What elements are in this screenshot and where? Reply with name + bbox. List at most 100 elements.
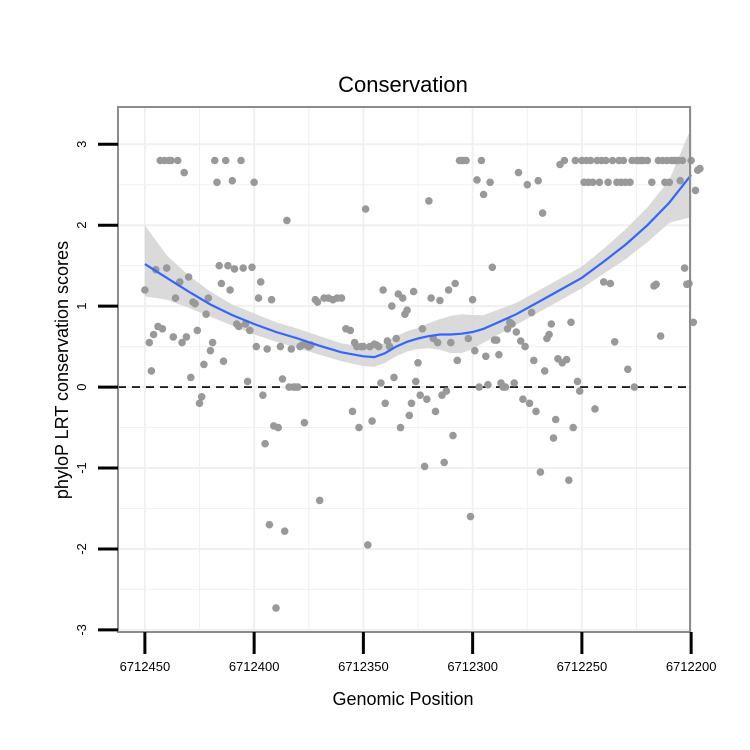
data-point (527, 308, 536, 317)
data-point (569, 423, 577, 432)
chart-title: Conservation (338, 72, 468, 97)
data-point (283, 216, 291, 225)
data-point (239, 264, 247, 272)
data-point (409, 287, 418, 296)
data-point (228, 176, 237, 185)
data-point (477, 156, 486, 165)
data-point (610, 338, 619, 346)
data-point (276, 342, 285, 351)
data-point (206, 346, 215, 355)
data-point (648, 178, 656, 187)
data-point (604, 178, 612, 187)
data-point (468, 295, 477, 304)
data-point (540, 367, 549, 375)
data-point (586, 156, 595, 165)
data-point (431, 407, 440, 416)
data-point (442, 387, 451, 395)
data-point (503, 325, 512, 333)
data-point (361, 205, 370, 213)
data-point (237, 156, 245, 165)
data-point (545, 330, 553, 339)
data-point (171, 294, 180, 302)
data-point (195, 399, 204, 408)
data-point (606, 279, 615, 288)
data-point (689, 318, 698, 327)
data-point (208, 338, 217, 347)
data-point (427, 294, 435, 302)
data-point (226, 286, 234, 294)
data-point (141, 286, 149, 294)
data-point (224, 261, 232, 270)
data-point (405, 411, 414, 420)
data-point (149, 330, 158, 339)
data-point (512, 328, 521, 336)
data-point (466, 512, 475, 521)
data-point (619, 156, 628, 165)
data-point (414, 359, 422, 367)
plot-panel (117, 106, 704, 633)
data-point (453, 356, 462, 365)
data-point (530, 356, 538, 365)
data-point (514, 168, 523, 177)
data-point (355, 423, 363, 432)
smooth-trend-line (144, 174, 692, 359)
data-point (665, 178, 674, 187)
data-point (510, 379, 518, 387)
data-point (243, 377, 252, 386)
x-tick-label: 6712400 (229, 659, 280, 674)
data-point (182, 333, 191, 341)
data-point (315, 496, 324, 505)
data-point (523, 180, 532, 189)
data-point (173, 156, 182, 165)
data-point (158, 325, 167, 333)
x-axis-ticks: 6712450 6712400 6712350 6712300 6712250 67122… (120, 632, 717, 674)
data-point (691, 186, 700, 195)
data-point (495, 350, 503, 359)
data-point (532, 407, 540, 416)
data-point (272, 604, 280, 612)
data-point (407, 399, 416, 408)
y-tick-label: 3 (74, 141, 89, 148)
data-point (656, 332, 665, 340)
data-point (294, 383, 302, 391)
data-point (602, 156, 610, 165)
data-point (449, 431, 457, 440)
data-point (396, 423, 405, 432)
x-tick-label: 6712200 (666, 659, 717, 674)
data-point (680, 264, 689, 272)
data-point (191, 299, 199, 308)
data-point (187, 373, 195, 382)
data-point (169, 333, 178, 341)
data-point (348, 407, 357, 416)
data-point (440, 458, 449, 467)
data-point (473, 176, 481, 184)
data-point (246, 326, 254, 335)
x-axis-label: Genomic Position (332, 689, 473, 709)
data-point (287, 345, 296, 353)
data-point (193, 326, 202, 335)
data-point (263, 345, 272, 353)
data-points (141, 156, 704, 612)
panel-background (118, 107, 690, 632)
y-tick-label: -3 (74, 624, 89, 636)
data-point (392, 334, 401, 343)
data-point (652, 280, 660, 289)
data-point (479, 190, 488, 199)
data-point (447, 338, 455, 347)
x-tick-label: 6712450 (120, 659, 171, 674)
data-point (508, 320, 516, 328)
x-tick-label: 6712300 (447, 659, 498, 674)
data-point (678, 156, 687, 165)
data-point (254, 294, 263, 302)
data-point (252, 342, 261, 351)
y-tick-label: 0 (74, 383, 89, 390)
data-point (436, 296, 444, 305)
data-point (536, 468, 545, 476)
data-point (364, 541, 372, 549)
data-point (217, 279, 226, 288)
data-point (534, 176, 542, 185)
data-point (219, 357, 228, 366)
y-tick-label: -2 (74, 543, 89, 555)
data-point (381, 399, 390, 408)
data-point (565, 476, 573, 485)
